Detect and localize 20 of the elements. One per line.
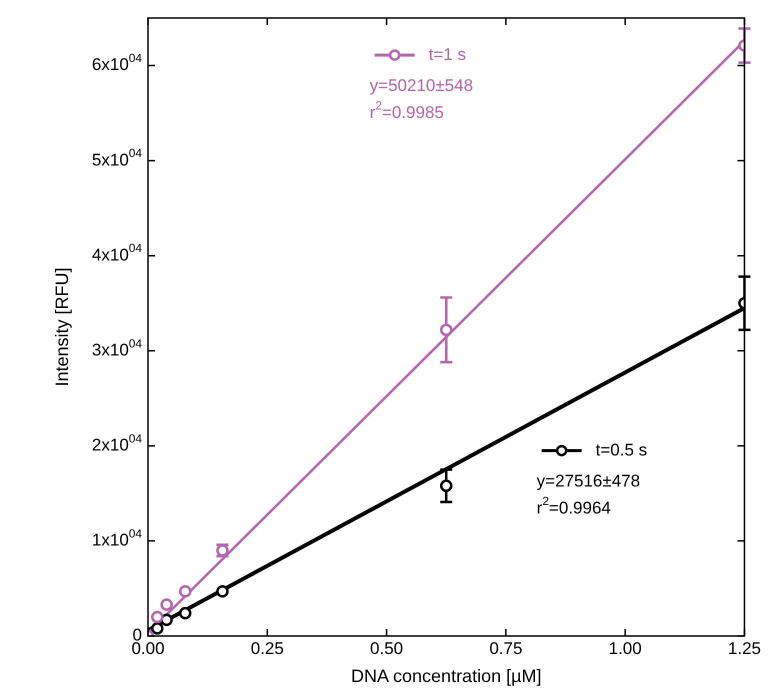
point [178,606,192,620]
x-tick-label: 0.50 [370,638,404,658]
x-tick-label: 0.25 [250,638,284,658]
point [160,598,173,611]
y-axis-title: Intensity [RFU] [52,267,72,387]
point [178,585,192,598]
point [216,585,229,598]
x-axis-title: DNA concentration [µM] [351,666,542,686]
point [440,480,452,492]
x-tick-label: 1.00 [608,638,642,658]
x-tick-label: 0.75 [489,638,522,658]
point [160,614,173,626]
legend-label: t=1 s [428,44,466,64]
annotation: y=50210±548 [370,76,474,95]
point [151,622,164,635]
x-tick-label: 1.25 [728,638,762,658]
annotation: y=27516±478 [536,471,640,490]
legend-label: t=0.5 s [596,440,648,460]
point [440,324,452,336]
point [151,610,164,624]
